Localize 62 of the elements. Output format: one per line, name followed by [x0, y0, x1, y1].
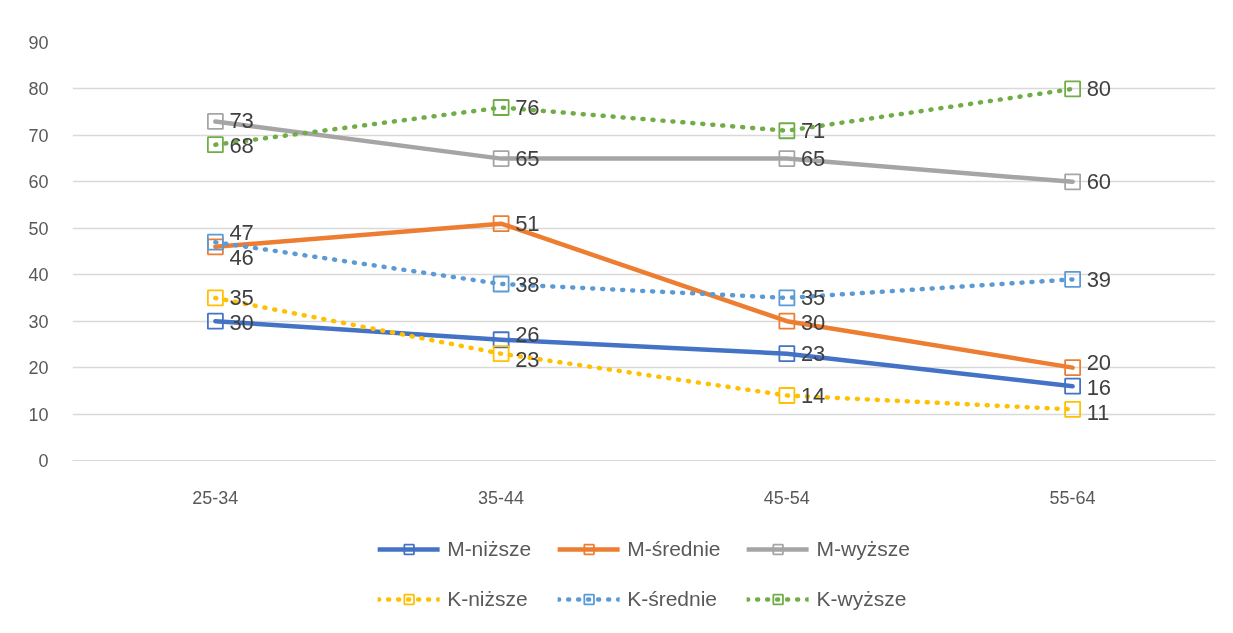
point	[778, 289, 796, 307]
point	[206, 136, 224, 154]
data-label: 20	[1086, 350, 1112, 376]
point	[778, 387, 796, 404]
point	[206, 312, 224, 330]
y-tick-label: 90	[28, 33, 49, 53]
data-label: 39	[1086, 266, 1112, 292]
point	[778, 150, 796, 168]
point	[1064, 80, 1082, 98]
point	[778, 312, 796, 330]
point	[1064, 359, 1082, 377]
point	[1064, 377, 1082, 395]
point	[1064, 401, 1082, 418]
point	[1064, 270, 1082, 288]
x-tick-label: 55-64	[1049, 487, 1096, 508]
y-tick-label: 50	[28, 218, 49, 239]
y-tick-label: 40	[28, 265, 49, 286]
x-tick-label: 45-54	[763, 487, 810, 508]
data-label: 47	[229, 219, 254, 245]
y-tick-label: 60	[28, 172, 49, 193]
y-tick-label: 20	[28, 358, 49, 379]
data-label: 73	[229, 108, 254, 134]
data-label: 68	[229, 133, 254, 159]
y-tick-label: 0	[38, 451, 49, 471]
data-label: 35	[800, 284, 826, 310]
point	[206, 233, 224, 251]
data-label: 46	[229, 244, 254, 270]
x-tick-label: 25-34	[192, 487, 239, 508]
point	[492, 99, 510, 116]
legend-label: K-średnie	[627, 587, 718, 611]
data-label: 65	[800, 146, 826, 172]
x-tick-label: 35-44	[478, 487, 525, 508]
legend-label: K-niższe	[447, 587, 528, 611]
point	[778, 345, 796, 363]
point	[778, 122, 796, 140]
data-label: 65	[515, 146, 540, 172]
legend-label: K-wyższe	[816, 587, 907, 611]
data-label: 51	[515, 211, 540, 237]
data-label: 76	[515, 95, 540, 121]
data-label: 60	[1086, 169, 1112, 195]
point	[1064, 173, 1082, 191]
data-label: 14	[800, 382, 826, 408]
data-label: 16	[1086, 375, 1112, 401]
point	[206, 289, 224, 307]
point	[492, 345, 510, 363]
point	[492, 275, 510, 293]
legend-label: M-niższe	[447, 537, 532, 561]
data-label: 80	[1086, 76, 1112, 102]
y-tick-label: 10	[28, 404, 49, 425]
y-tick-label: 80	[28, 79, 49, 100]
point	[206, 113, 224, 130]
data-label: 71	[800, 118, 826, 144]
data-label: 11	[1086, 400, 1110, 426]
y-tick-label: 70	[28, 125, 49, 146]
point	[492, 150, 510, 168]
data-label: 35	[229, 284, 254, 310]
legend-label: M-średnie	[627, 537, 721, 561]
point	[492, 331, 510, 349]
data-label: 38	[515, 271, 540, 297]
legend-label: M-wyższe	[816, 537, 910, 561]
point	[492, 215, 510, 233]
y-tick-label: 30	[28, 311, 49, 332]
